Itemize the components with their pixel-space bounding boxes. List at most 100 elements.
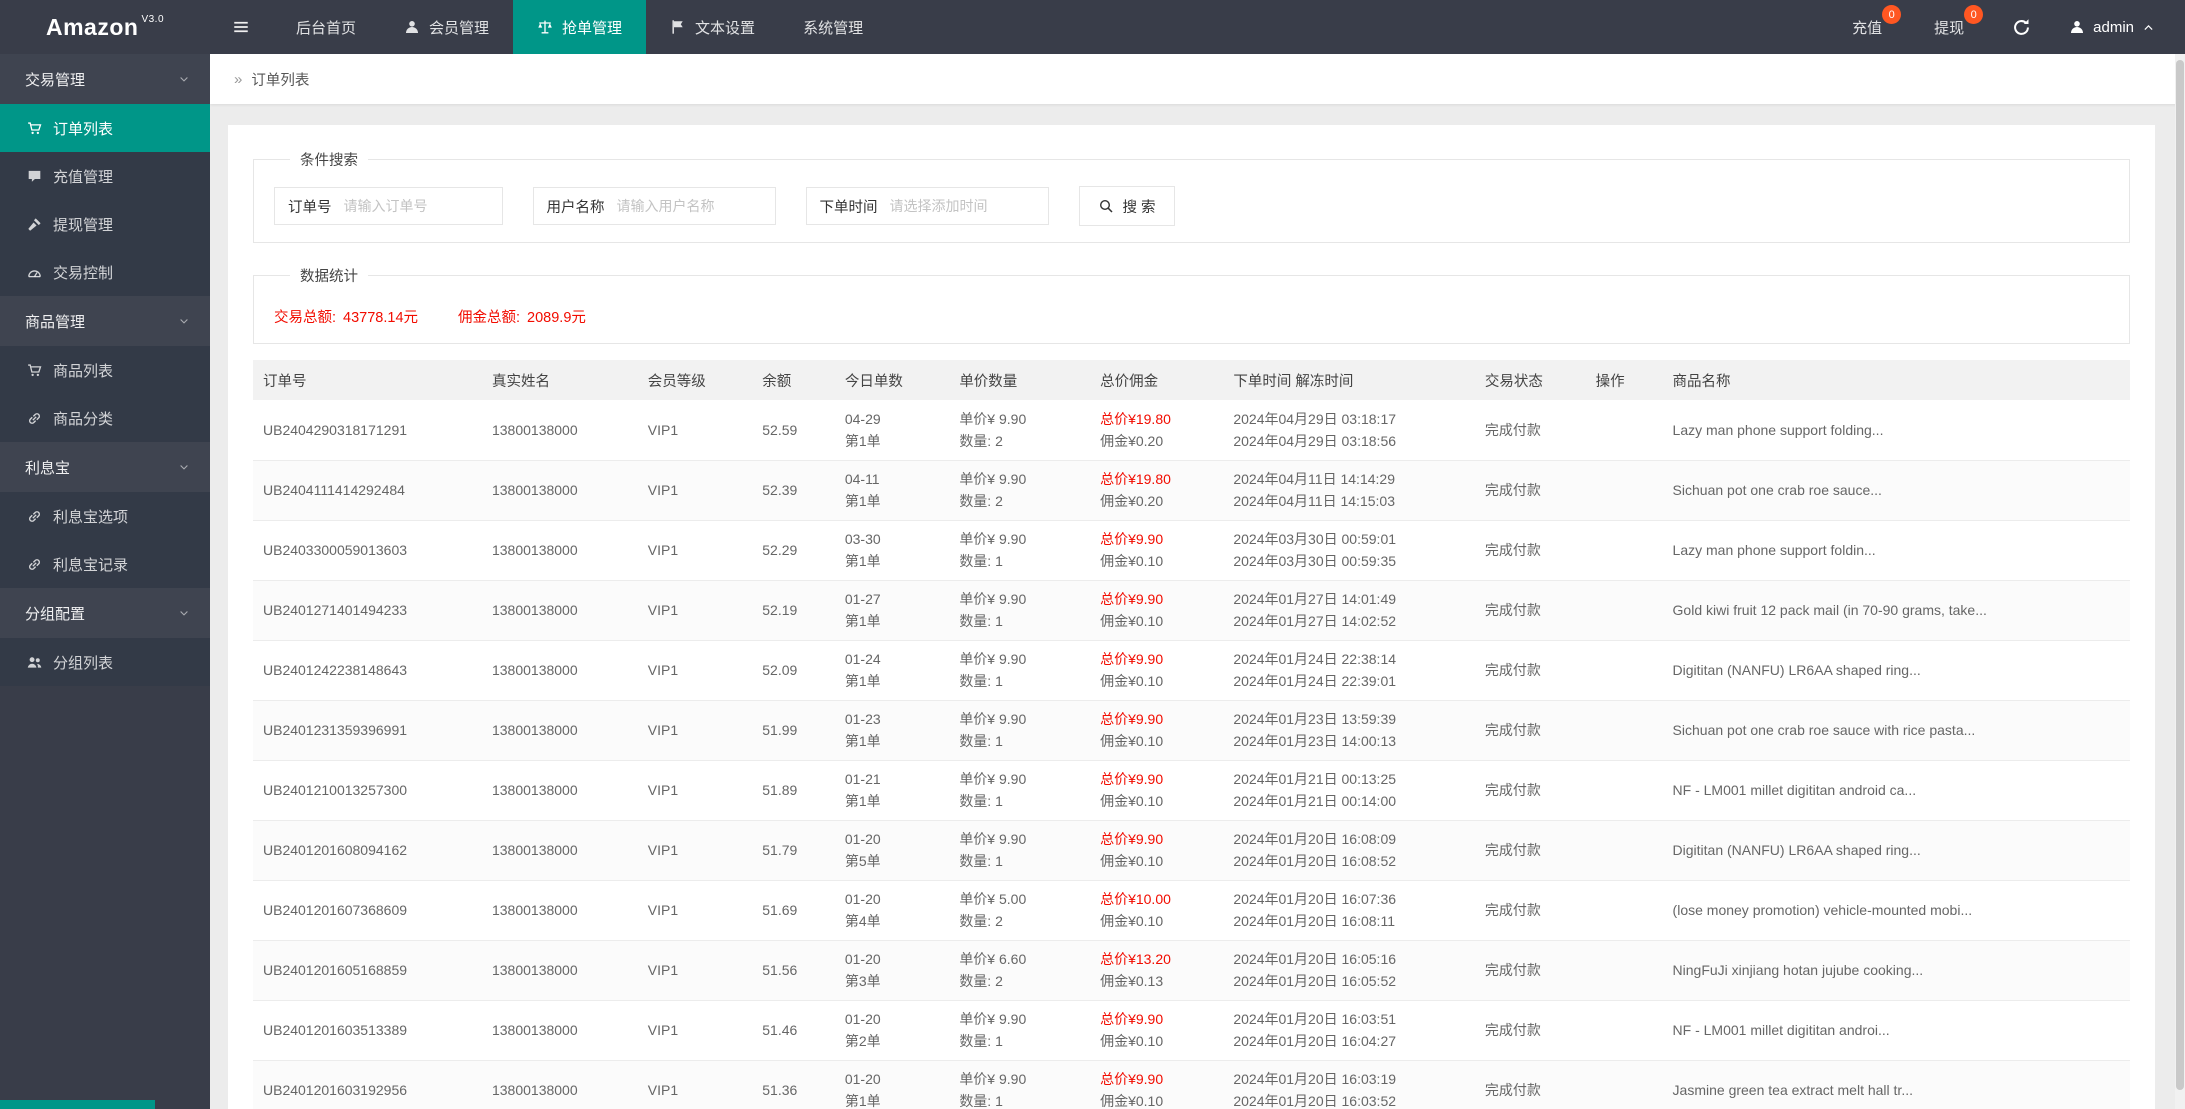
search-button[interactable]: 搜 索	[1078, 186, 1175, 226]
cell-price-qty: 单价¥ 9.90 数量: 1	[949, 1000, 1091, 1061]
cell-order-no: UB2401201605168859	[253, 940, 482, 1001]
sidebar-item[interactable]: 商品列表	[0, 346, 210, 394]
sidebar-group-title: 商品管理	[25, 313, 86, 331]
cell-level: VIP1	[637, 520, 753, 581]
sidebar-item-label: 订单列表	[53, 120, 114, 138]
cell-actions	[1585, 460, 1663, 521]
sidebar-group-1[interactable]: 交易管理	[0, 54, 210, 104]
table-header-cell: 总价佣金	[1090, 360, 1224, 400]
sidebar-group-4[interactable]: 分组配置	[0, 588, 210, 638]
app-logo[interactable]: Amazon V3.0	[0, 0, 210, 54]
sidebar-item-label: 提现管理	[53, 216, 114, 234]
top-action-2[interactable]: 提现 0	[1908, 0, 1990, 54]
chevron-down-icon	[180, 77, 188, 82]
cell-real-name: 13800138000	[481, 820, 638, 881]
cell-level: VIP1	[637, 940, 753, 1001]
admin-username: admin	[2093, 18, 2134, 36]
cell-real-name: 13800138000	[481, 400, 638, 461]
cell-status: 完成付款	[1474, 940, 1586, 1001]
users-icon	[27, 656, 42, 668]
cell-times: 2024年01月20日 16:03:51 2024年01月20日 16:04:27	[1223, 1000, 1475, 1061]
sidebar-item[interactable]: 订单列表	[0, 104, 210, 152]
top-nav-item-2[interactable]: 会员管理	[380, 0, 513, 54]
sidebar-item[interactable]: 利息宝记录	[0, 540, 210, 588]
stats-row: 交易总额: 43778.14元 佣金总额: 2089.9元	[274, 306, 2109, 327]
stat-item: 交易总额: 43778.14元	[274, 306, 418, 327]
cell-total-commission: 总价¥13.20 佣金¥0.13	[1090, 940, 1224, 1001]
stat-value: 2089.9元	[527, 310, 586, 326]
top-nav-item-1[interactable]: 后台首页	[272, 0, 380, 54]
sidebar: 交易管理订单列表充值管理提现管理交易控制商品管理商品列表商品分类利息宝利息宝选项…	[0, 54, 210, 1109]
top-nav-label: 文本设置	[695, 19, 756, 37]
search-field-input-2[interactable]	[616, 188, 775, 224]
cell-status: 完成付款	[1474, 1000, 1586, 1061]
cell-total-commission: 总价¥9.90 佣金¥0.10	[1090, 1060, 1224, 1109]
content-card: 条件搜索 订单号 用户名称 下单时间 搜 索 数据统计 交易总额: 43778.14元…	[228, 125, 2155, 1109]
top-nav: 后台首页 会员管理 抢单管理 文本设置 系统管理	[272, 0, 887, 54]
search-field-label: 下单时间	[819, 199, 878, 216]
cell-status: 完成付款	[1474, 880, 1586, 941]
cell-level: VIP1	[637, 1060, 753, 1109]
top-nav-item-3[interactable]: 抢单管理	[513, 0, 647, 54]
stats-panel: 数据统计 交易总额: 43778.14元 佣金总额: 2089.9元	[253, 265, 2130, 344]
cell-price-qty: 单价¥ 9.90 数量: 1	[949, 700, 1091, 761]
refresh-button[interactable]	[1990, 0, 2053, 54]
sidebar-group-2[interactable]: 商品管理	[0, 296, 210, 346]
sidebar-item-label: 商品列表	[53, 362, 114, 380]
page-title: 订单列表	[251, 72, 310, 89]
vertical-scrollbar[interactable]	[2175, 54, 2185, 1109]
top-nav-item-5[interactable]: 系统管理	[779, 0, 887, 54]
table-header-cell: 真实姓名	[481, 360, 638, 400]
cell-order-no: UB2401210013257300	[253, 760, 482, 821]
top-nav-item-4[interactable]: 文本设置	[646, 0, 779, 54]
cell-times: 2024年01月27日 14:01:49 2024年01月27日 14:02:52	[1223, 580, 1475, 641]
table-row: UB2404111414292484 13800138000 VIP1 52.39 04…	[253, 460, 2130, 521]
top-nav-label: 系统管理	[803, 19, 864, 37]
chevron-down-icon	[180, 465, 188, 470]
cell-status: 完成付款	[1474, 580, 1586, 641]
cell-balance: 52.39	[752, 460, 835, 521]
cell-balance: 52.09	[752, 640, 835, 701]
cell-real-name: 13800138000	[481, 580, 638, 641]
cell-actions	[1585, 760, 1663, 821]
balance-icon	[538, 20, 552, 34]
cell-price-qty: 单价¥ 9.90 数量: 1	[949, 520, 1091, 581]
cell-product: NingFuJi xinjiang hotan jujube cooking..…	[1662, 940, 2130, 1001]
cell-level: VIP1	[637, 460, 753, 521]
cell-total-commission: 总价¥9.90 佣金¥0.10	[1090, 1000, 1224, 1061]
table-row: UB2401201603192956 13800138000 VIP1 51.36 01…	[253, 1060, 2130, 1109]
sidebar-item[interactable]: 充值管理	[0, 152, 210, 200]
sidebar-item[interactable]: 交易控制	[0, 248, 210, 296]
cell-times: 2024年04月11日 14:14:29 2024年04月11日 14:15:03	[1223, 460, 1475, 521]
cell-times: 2024年03月30日 00:59:01 2024年03月30日 00:59:35	[1223, 520, 1475, 581]
top-action-1[interactable]: 充值 0	[1826, 0, 1908, 54]
sidebar-group-title: 利息宝	[25, 459, 71, 477]
cell-day-count: 01-24 第1单	[834, 640, 950, 701]
sidebar-group-3[interactable]: 利息宝	[0, 442, 210, 492]
sidebar-item[interactable]: 商品分类	[0, 394, 210, 442]
table-row: UB2403300059013603 13800138000 VIP1 52.29 03…	[253, 520, 2130, 581]
cell-day-count: 01-23 第1单	[834, 700, 950, 761]
cell-order-no: UB2401231359396991	[253, 700, 482, 761]
cell-balance: 52.59	[752, 400, 835, 461]
sidebar-item[interactable]: 分组列表	[0, 638, 210, 686]
scrollbar-thumb[interactable]	[2176, 60, 2184, 1090]
cell-level: VIP1	[637, 820, 753, 881]
search-field-input-3[interactable]	[889, 188, 1048, 224]
orders-table: 订单号 真实姓名 会员等级 余额 今日单数 单价数量 总价佣金 下单时间 解冻时间 交易状态 操作…	[253, 360, 2130, 1109]
table-row: UB2404290318171291 13800138000 VIP1 52.59 04…	[253, 400, 2130, 461]
sidebar-item[interactable]: 利息宝选项	[0, 492, 210, 540]
sidebar-item-label: 分组列表	[53, 654, 114, 672]
cell-actions	[1585, 700, 1663, 761]
table-header-cell: 单价数量	[949, 360, 1091, 400]
sidebar-item[interactable]: 提现管理	[0, 200, 210, 248]
search-field-input-1[interactable]	[343, 188, 502, 224]
table-row: UB2401201603513389 13800138000 VIP1 51.46 01…	[253, 1000, 2130, 1061]
cell-actions	[1585, 880, 1663, 941]
cell-balance: 51.36	[752, 1060, 835, 1109]
link-icon	[29, 558, 40, 570]
table-row: UB2401242238148643 13800138000 VIP1 52.09 01…	[253, 640, 2130, 701]
admin-menu[interactable]: admin	[2053, 0, 2185, 54]
cell-status: 完成付款	[1474, 640, 1586, 701]
sidebar-toggle-button[interactable]	[210, 0, 272, 54]
